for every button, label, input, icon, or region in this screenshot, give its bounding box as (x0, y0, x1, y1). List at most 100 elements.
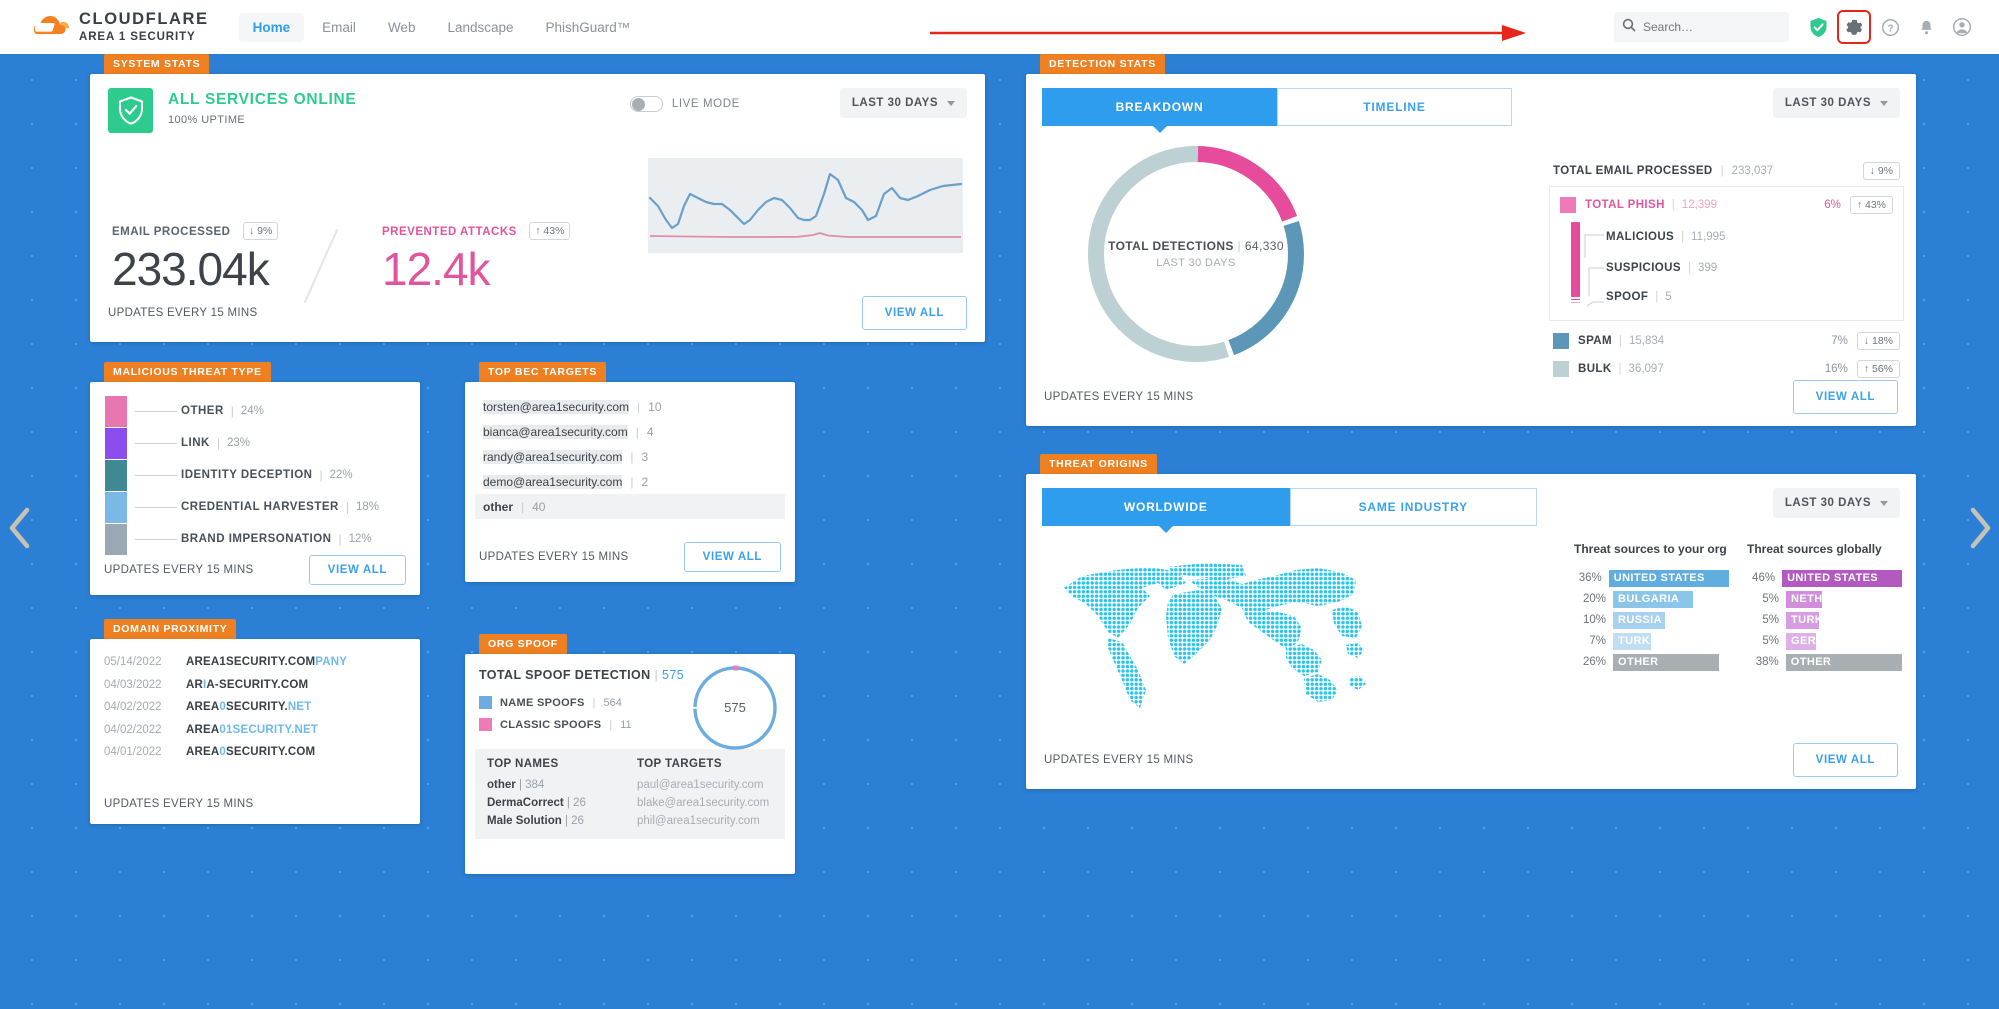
domain-name: ARIA-SECURITY.COM (186, 678, 309, 691)
system-stats-footer: UPDATES EVERY 15 MINS (108, 307, 258, 319)
origin-pct: 10% (1582, 614, 1606, 626)
phish-child-value: 11,995 (1691, 230, 1726, 243)
domain-proximity-row[interactable]: 05/14/2022 AREA1SECURITY.COMPANY (90, 651, 420, 674)
brand-logo[interactable]: CLOUDFLARE AREA 1 SECURITY (26, 10, 209, 43)
donut-center-label: TOTAL DETECTIONS | 64,330 LAST 30 DAYS (1108, 239, 1284, 269)
domain-proximity-row[interactable]: 04/01/2022 AREA0SECURITY.COM (90, 741, 420, 764)
carousel-next-chevron-icon[interactable] (1966, 504, 1994, 557)
live-mode-control[interactable]: LIVE MODE (629, 88, 740, 112)
threat-origin-row[interactable]: 36% UNITED STATES (1574, 568, 1729, 588)
threat-origin-row[interactable]: 20% BULGARIA (1574, 589, 1729, 609)
search-box[interactable] (1614, 12, 1789, 42)
total-phish-pct: 6% (1824, 199, 1841, 211)
bec-row[interactable]: randy@area1security.com | 3 (483, 449, 649, 464)
nav-item-web[interactable]: Web (387, 19, 416, 35)
threat-origin-row[interactable]: 46% UNITED STATES (1747, 568, 1902, 588)
domain-proximity-row[interactable]: 04/02/2022 AREA01SECURITY.NET (90, 719, 420, 742)
nav-item-landscape[interactable]: Landscape (447, 19, 514, 35)
carousel-prev-chevron-icon[interactable] (6, 504, 34, 557)
threat-origin-row[interactable]: 10% RUSSIA (1574, 610, 1729, 630)
nav-item-phishguard[interactable]: PhishGuard™ (545, 19, 631, 35)
malicious-threat-row[interactable]: CREDENTIAL HARVESTER | 18% (90, 491, 420, 523)
phish-child-row[interactable]: SPOOF | 5 (1606, 291, 1672, 303)
threat-origins-view-all-button[interactable]: VIEW ALL (1792, 743, 1898, 777)
services-status: ALL SERVICES ONLINE (168, 91, 357, 108)
threat-origins-range-select[interactable]: LAST 30 DAYS (1772, 488, 1900, 518)
threat-origins-tabs: WORLDWIDE SAME INDUSTRY (1042, 488, 1537, 533)
origin-country: OTHER (1613, 653, 1719, 671)
spam-row[interactable]: SPAM | 15,834 7% ↓ 18% (1549, 332, 1904, 350)
phish-child-row[interactable]: MALICIOUS | 11,995 (1606, 230, 1726, 243)
threat-type-name: OTHER (181, 405, 224, 417)
panel-malicious-threat-type: MALICIOUS THREAT TYPE OTHER | 24% (90, 362, 420, 595)
threat-origin-lists: Threat sources to your org 36% UNITED ST… (1574, 542, 1902, 673)
total-phish-row[interactable]: TOTAL PHISH | 12,399 6% ↑ 43% (1560, 196, 1893, 214)
bec-row[interactable]: bianca@area1security.com | 4 (483, 424, 654, 439)
tab-worldwide[interactable]: WORLDWIDE (1042, 488, 1290, 526)
nav-item-home[interactable]: Home (238, 12, 305, 42)
bec-row[interactable]: other | 40 (475, 494, 785, 519)
bulk-value: 36,097 (1628, 363, 1664, 375)
origin-pct: 26% (1582, 656, 1606, 668)
gear-icon[interactable] (1837, 10, 1871, 44)
malicious-threat-row[interactable]: BRAND IMPERSONATION | 12% (90, 523, 420, 555)
origin-country: TURKEY (1786, 611, 1838, 629)
threat-origin-row[interactable]: 7% TURKEY (1574, 631, 1729, 651)
system-stats-metrics: EMAIL PROCESSED ↓ 9% 233.04k PREVENTED A… (112, 222, 571, 296)
bec-row[interactable]: demo@area1security.com | 2 (483, 474, 649, 489)
detection-stats-view-all-button[interactable]: VIEW ALL (1792, 380, 1898, 414)
metric-prevented-attacks-value: 12.4k (382, 243, 491, 296)
domain-proximity-row[interactable]: 04/03/2022 ARIA-SECURITY.COM (90, 674, 420, 697)
system-stats-range-select[interactable]: LAST 30 DAYS (839, 88, 967, 118)
threat-origin-row[interactable]: 26% OTHER (1574, 652, 1729, 672)
spam-delta: ↓ 18% (1856, 332, 1900, 350)
tab-breakdown[interactable]: BREAKDOWN (1042, 88, 1277, 126)
phish-child-row[interactable]: SUSPICIOUS | 399 (1606, 261, 1718, 274)
bec-row[interactable]: torsten@area1security.com | 10 (483, 399, 662, 414)
malicious-threat-row[interactable]: LINK | 23% (90, 427, 420, 459)
threat-sources-global: Threat sources globally 46% UNITED STATE… (1747, 542, 1902, 673)
services-shield-icon (108, 88, 153, 133)
shield-check-icon[interactable] (1801, 10, 1835, 44)
malicious-threat-row[interactable]: OTHER | 24% (90, 395, 420, 427)
threat-origin-row[interactable]: 38% OTHER (1747, 652, 1902, 672)
donut-sub: LAST 30 DAYS (1156, 257, 1236, 269)
threat-origin-row[interactable]: 5% NETHERLANDS (1747, 589, 1902, 609)
account-icon[interactable] (1945, 10, 1979, 44)
chevron-down-icon (1880, 500, 1888, 506)
top-names-header: TOP NAMES (487, 758, 559, 770)
detection-stats-range-select[interactable]: LAST 30 DAYS (1772, 88, 1900, 118)
malicious-threat-row[interactable]: IDENTITY DECEPTION | 22% (90, 459, 420, 491)
threat-type-name: CREDENTIAL HARVESTER (181, 501, 339, 513)
live-mode-toggle[interactable] (629, 96, 663, 112)
system-stats-view-all-button[interactable]: VIEW ALL (861, 296, 967, 330)
panel-org-spoof: ORG SPOOF TOTAL SPOOF DETECTION | 575 NA… (465, 634, 795, 874)
phish-child-value: 399 (1697, 261, 1718, 274)
origin-pct: 5% (1762, 614, 1779, 626)
tab-same-industry[interactable]: SAME INDUSTRY (1289, 488, 1537, 526)
origin-country: OTHER (1785, 653, 1902, 671)
origin-pct: 38% (1755, 656, 1779, 668)
threat-origin-row[interactable]: 5% GERMANY (1747, 631, 1902, 651)
metric-prevented-attacks-delta: ↑ 43% (529, 222, 571, 240)
org-spoof-total: 575 (662, 668, 685, 682)
bulk-row[interactable]: BULK | 36,097 16% ↑ 56% (1549, 360, 1904, 378)
spam-value: 15,834 (1628, 335, 1665, 347)
bell-icon[interactable] (1909, 10, 1943, 44)
panel-threat-origins: THREAT ORIGINS WORLDWIDE SAME INDUSTRY L… (1026, 454, 1916, 789)
domain-proximity-row[interactable]: 04/02/2022 AREA0SECURITY.NET (90, 696, 420, 719)
help-icon[interactable]: ? (1873, 10, 1907, 44)
top-bec-view-all-button[interactable]: VIEW ALL (683, 542, 781, 572)
threat-origin-row[interactable]: 5% TURKEY (1747, 610, 1902, 630)
domain-proximity-card: 05/14/2022 AREA1SECURITY.COMPANY 04/03/2… (90, 639, 420, 824)
origin-pct: 5% (1762, 635, 1779, 647)
origin-country: BULGARIA (1613, 590, 1693, 608)
malicious-threat-view-all-button[interactable]: VIEW ALL (308, 555, 406, 585)
leader-line (135, 410, 177, 412)
tab-timeline[interactable]: TIMELINE (1277, 88, 1512, 126)
search-input[interactable] (1643, 20, 1773, 34)
nav-item-email[interactable]: Email (322, 19, 356, 35)
domain-name: AREA1SECURITY.COMPANY (186, 656, 348, 669)
metric-email-processed-value: 233.04k (112, 243, 270, 296)
top-bec-card: torsten@area1security.com | 10 bianca@ar… (465, 382, 795, 582)
